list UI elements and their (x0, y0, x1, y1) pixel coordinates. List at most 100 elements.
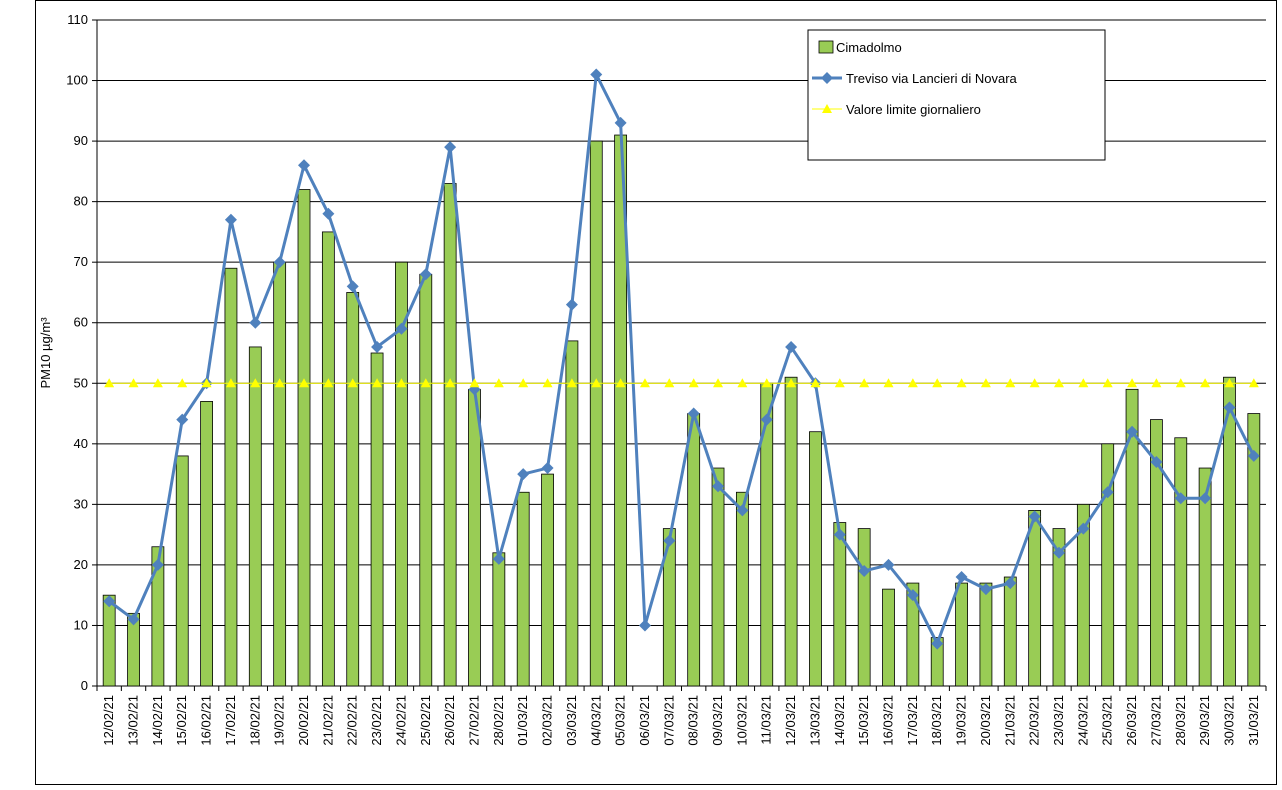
marker (858, 564, 871, 577)
legend-marker (821, 72, 833, 84)
x-tick-label: 28/03/21 (1173, 695, 1188, 746)
marker (956, 378, 967, 388)
bar (565, 340, 579, 687)
y-tick-label: 60 (74, 315, 88, 330)
marker (1127, 378, 1138, 388)
legend-label: Valore limite giornaliero (846, 102, 981, 117)
marker (127, 613, 140, 626)
y-tick-label: 40 (74, 436, 88, 451)
marker (396, 378, 407, 388)
marker (736, 504, 749, 517)
marker (445, 378, 456, 388)
marker (906, 589, 919, 602)
x-tick-label: 17/03/21 (905, 695, 920, 746)
bar (1052, 528, 1066, 687)
marker (372, 378, 383, 388)
bar (1198, 467, 1212, 687)
marker (371, 340, 384, 353)
marker (299, 378, 310, 388)
marker (663, 534, 676, 547)
marker (395, 322, 408, 335)
bar (248, 346, 262, 687)
y-tick-label: 90 (74, 133, 88, 148)
bar (395, 261, 408, 687)
y-axis-label: PM10 µg/m³ (38, 317, 53, 389)
x-tick-label: 15/03/21 (856, 695, 871, 746)
marker (1151, 378, 1162, 388)
marker (737, 378, 748, 388)
bar (711, 467, 725, 687)
x-tick-label: 01/03/21 (515, 695, 530, 746)
x-tick-label: 07/03/21 (661, 695, 676, 746)
x-tick-label: 23/03/21 (1051, 695, 1066, 746)
x-tick-label: 19/03/21 (954, 695, 969, 746)
x-tick-label: 20/02/21 (296, 695, 311, 746)
x-tick-label: 20/03/21 (978, 695, 993, 746)
x-tick-label: 21/03/21 (1002, 695, 1017, 746)
marker (274, 378, 285, 388)
marker (493, 378, 504, 388)
y-tick-label: 70 (74, 254, 88, 269)
marker (249, 316, 262, 329)
x-tick-label: 13/03/21 (807, 695, 822, 746)
marker (176, 413, 189, 426)
marker (1126, 425, 1139, 438)
bar (979, 582, 993, 687)
marker (785, 340, 798, 353)
x-tick-label: 29/03/21 (1197, 695, 1212, 746)
marker (834, 378, 845, 388)
x-tick-label: 18/02/21 (247, 695, 262, 746)
x-tick-label: 28/02/21 (491, 695, 506, 746)
marker (591, 378, 602, 388)
marker (152, 378, 163, 388)
x-tick-label: 23/02/21 (369, 695, 384, 746)
x-tick-label: 13/02/21 (126, 695, 141, 746)
legend-swatch (818, 40, 834, 54)
x-tick-label: 15/02/21 (174, 695, 189, 746)
legend-label: Cimadolmo (836, 40, 902, 55)
marker (1052, 546, 1065, 559)
marker (419, 268, 432, 281)
marker (761, 378, 772, 388)
marker (224, 213, 237, 226)
marker (955, 571, 968, 584)
bar (273, 261, 287, 687)
y-tick-label: 10 (74, 617, 88, 632)
bar (906, 582, 920, 687)
marker (1223, 401, 1236, 414)
marker (713, 378, 724, 388)
x-tick-label: 11/03/21 (759, 695, 774, 745)
marker (687, 407, 700, 420)
y-tick-label: 100 (66, 73, 88, 88)
marker (1175, 378, 1186, 388)
x-tick-label: 22/03/21 (1027, 695, 1042, 746)
bar (1150, 419, 1163, 687)
marker (151, 558, 164, 571)
x-tick-label: 03/03/21 (564, 695, 579, 746)
marker (1053, 378, 1064, 388)
marker (615, 378, 626, 388)
marker (201, 378, 212, 388)
marker (1224, 378, 1235, 388)
x-tick-label: 02/03/21 (540, 695, 555, 746)
y-tick-label: 0 (81, 678, 88, 693)
legend-marker (822, 104, 832, 113)
bar (955, 582, 968, 687)
marker (712, 480, 725, 493)
bar (1223, 376, 1236, 687)
marker (590, 68, 603, 81)
bar (516, 491, 530, 687)
x-tick-label: 31/03/21 (1246, 695, 1261, 746)
marker (323, 378, 334, 388)
x-tick-label: 27/03/21 (1148, 695, 1163, 746)
marker (225, 378, 236, 388)
bar (127, 612, 140, 687)
marker (1247, 449, 1260, 462)
marker (1004, 577, 1017, 590)
bar (370, 352, 384, 687)
bar (492, 552, 506, 687)
marker (1199, 492, 1212, 505)
legend-box (807, 29, 1106, 161)
bar (102, 594, 116, 687)
